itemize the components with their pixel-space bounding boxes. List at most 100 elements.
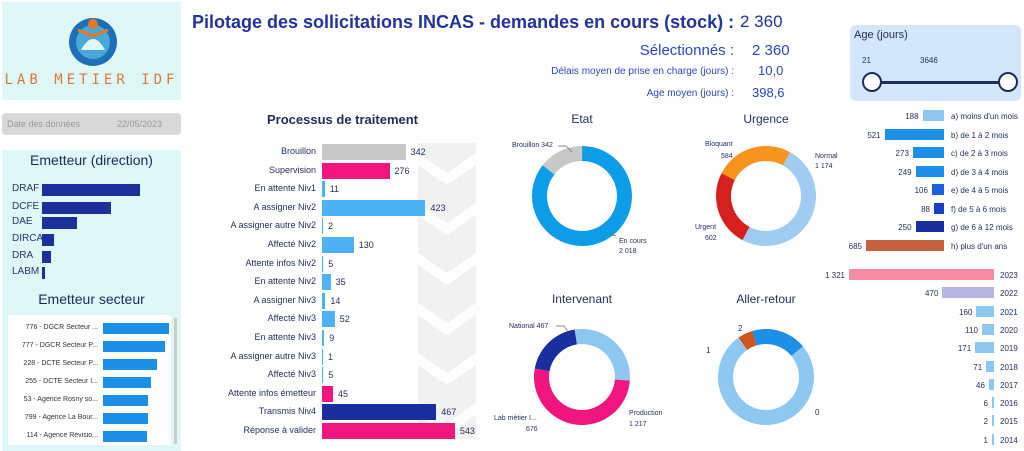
processus-bar[interactable] (322, 348, 323, 365)
processus-bar[interactable] (322, 218, 323, 235)
donut-slice[interactable] (752, 328, 803, 356)
donut-slice[interactable] (738, 331, 757, 350)
logo-panel: LAB METIER IDF (2, 2, 181, 100)
year-bar[interactable] (975, 342, 994, 354)
year-bar[interactable] (992, 415, 994, 427)
year-bar[interactable] (981, 323, 994, 335)
secteur-label[interactable]: 53 - Agence Rosny so... (23, 396, 98, 403)
donut-slice[interactable] (574, 329, 630, 381)
age-category-bar[interactable] (912, 147, 944, 158)
secteur-bar[interactable] (103, 431, 147, 442)
age-category-label: g) de 6 à 12 mois (951, 223, 1013, 232)
donut-slice[interactable] (716, 173, 750, 241)
processus-bar[interactable] (322, 385, 333, 402)
urgence-label-bloquant: Bloquant (705, 141, 733, 148)
year-bar[interactable] (992, 397, 994, 409)
direction-bar[interactable] (42, 202, 111, 214)
age-category-bar[interactable] (915, 165, 944, 177)
donut-slice[interactable] (534, 329, 577, 372)
year-label: 2018 (1000, 362, 1018, 372)
age-category-bar[interactable] (866, 239, 944, 251)
age-category-bar[interactable] (915, 221, 944, 232)
secteur-label[interactable]: 777 - DGCR Secteur P... (21, 342, 98, 349)
processus-bar[interactable] (322, 311, 335, 328)
processus-bar[interactable] (322, 423, 455, 439)
processus-bar[interactable] (322, 144, 406, 160)
urgence-value-bloquant: 584 (721, 153, 733, 160)
processus-value-label: 1 (328, 351, 334, 362)
secteur-label[interactable]: 799 - Agence La Bour... (24, 414, 98, 421)
processus-bar[interactable] (322, 199, 426, 216)
secteur-bar[interactable] (103, 359, 158, 370)
donut-slice[interactable] (721, 146, 791, 181)
direction-bar[interactable] (42, 184, 140, 196)
age-category-value: 188 (905, 112, 919, 121)
age-slider-max[interactable]: 3646 (920, 56, 938, 65)
processus-bar[interactable] (322, 292, 326, 309)
secteur-scrollbar[interactable] (174, 318, 177, 444)
age-slider-min[interactable]: 21 (862, 56, 871, 65)
donut-slice[interactable] (718, 337, 815, 425)
aller-retour-donut[interactable] (718, 328, 815, 425)
direction-bar[interactable] (42, 251, 52, 263)
secteur-bar[interactable] (103, 341, 166, 352)
age-slider-max-handle[interactable] (998, 72, 1018, 92)
donut-slice[interactable] (542, 146, 583, 175)
page-title: Pilotage des sollicitations INCAS - dema… (192, 12, 735, 32)
age-category-bar[interactable] (884, 128, 944, 140)
aller-retour-label-2: 2 (738, 324, 743, 333)
secteur-bar[interactable] (103, 413, 148, 424)
direction-bar[interactable] (42, 217, 77, 229)
year-bar[interactable] (986, 360, 994, 372)
secteur-label[interactable]: 255 - DCTE Secteur I... (25, 378, 98, 385)
processus-value-label: 130 (358, 240, 374, 250)
processus-bar[interactable] (322, 367, 324, 384)
age-category-bar[interactable] (933, 202, 944, 214)
processus-bar[interactable] (322, 237, 354, 253)
intervenant-donut[interactable] (533, 329, 630, 426)
secteur-label[interactable]: 228 - DCTE Secteur P... (23, 360, 98, 367)
age-category-label: c) de 2 à 3 mois (951, 149, 1008, 158)
processus-bar[interactable] (322, 404, 437, 421)
year-bar[interactable] (942, 287, 994, 299)
secteur-bar[interactable] (103, 323, 169, 334)
year-bar[interactable] (992, 433, 994, 445)
age-category-label: b) de 1 à 2 mois (951, 130, 1009, 140)
direction-bar[interactable] (42, 267, 45, 279)
direction-bar[interactable] (42, 234, 54, 246)
processus-value-label: 11 (329, 184, 340, 195)
processus-bar[interactable] (322, 274, 331, 291)
secteur-bar[interactable] (103, 395, 148, 406)
processus-value-label: 9 (329, 333, 335, 343)
emetteur-secteur-chart[interactable]: 776 - DGCR Secteur ... 777 - DGCR Secteur… (8, 315, 171, 445)
processus-bar[interactable] (322, 162, 390, 179)
date-value: 22/05/2023 (117, 119, 163, 129)
secteur-label[interactable]: 776 - DGCR Secteur ... (25, 324, 98, 331)
year-bar[interactable] (976, 305, 994, 317)
direction-label: DRA (12, 250, 34, 261)
processus-title: Processus de traitement (267, 112, 419, 127)
age-category-value: 106 (914, 186, 928, 195)
intervenant-value-production: 1 217 (629, 421, 647, 428)
age-category-bar[interactable] (922, 110, 944, 121)
donut-slice[interactable] (533, 368, 630, 426)
donut-slice[interactable] (532, 146, 633, 246)
processus-bar[interactable] (322, 330, 325, 346)
intervenant-label-production: Production (629, 410, 663, 417)
secteur-bar[interactable] (103, 377, 151, 388)
urgence-donut[interactable] (716, 146, 817, 247)
age-slider-min-handle[interactable] (862, 72, 882, 92)
year-label: 2023 (1000, 271, 1018, 280)
etat-donut[interactable] (532, 146, 633, 246)
age-category-bar[interactable] (931, 184, 944, 195)
donut-slice[interactable] (742, 152, 817, 247)
year-bar[interactable] (988, 378, 994, 390)
processus-bar[interactable] (322, 181, 325, 198)
processus-value-label: 5 (328, 258, 334, 269)
year-bar[interactable] (849, 269, 994, 280)
intervenant-label-national: National 467 (509, 323, 548, 330)
processus-bar[interactable] (322, 255, 324, 272)
age-slider-track[interactable] (870, 81, 1010, 84)
secteur-label[interactable]: 114 - Agence Révisio... (26, 432, 98, 439)
year-label: 2015 (1000, 417, 1018, 427)
